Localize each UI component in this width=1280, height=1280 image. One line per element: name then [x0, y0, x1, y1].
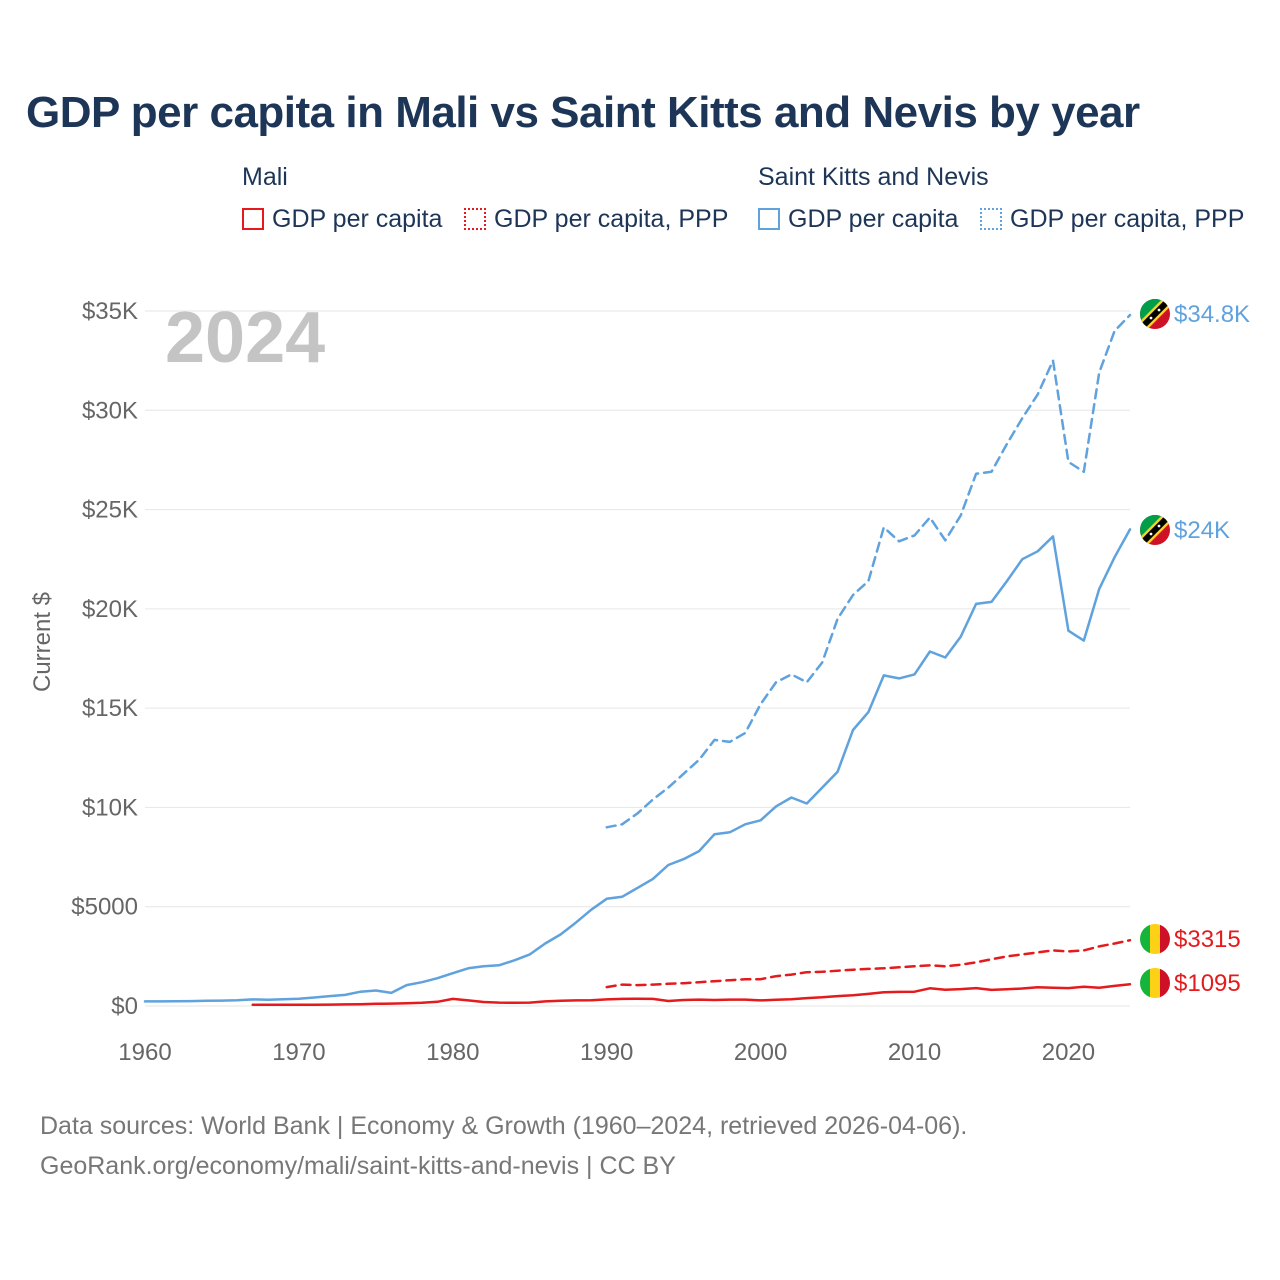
x-tick-label: 1980 [426, 1039, 479, 1066]
y-tick-label: $5000 [71, 894, 138, 921]
mali-flag-icon [1140, 968, 1170, 998]
y-tick-label: $10K [82, 794, 138, 821]
x-tick-label: 2000 [734, 1039, 787, 1066]
series-line-skn-gdp [143, 528, 1132, 1003]
end-label-skn-ppp: $34.8K [1174, 301, 1250, 328]
x-tick-label: 1990 [580, 1039, 633, 1066]
legend-swatch-skn-ppp [980, 208, 1002, 230]
legend-swatch-mali-ppp [464, 208, 486, 230]
x-axis: 1960 1970 1980 1990 2000 2010 2020 [118, 1039, 1095, 1066]
legend-item-mali-gdp[interactable]: GDP per capita [242, 204, 442, 234]
y-axis: $0 $5000 $10K $15K $20K $25K $30K $35K [71, 298, 138, 1020]
legend-item-mali-ppp[interactable]: GDP per capita, PPP [464, 204, 728, 234]
legend-item-skn-ppp[interactable]: GDP per capita, PPP [980, 204, 1244, 234]
legend-label-mali-ppp: GDP per capita, PPP [494, 204, 729, 233]
x-tick-label: 1970 [272, 1039, 325, 1066]
x-tick-label: 2020 [1042, 1039, 1095, 1066]
legend-label-mali-gdp: GDP per capita [272, 204, 443, 233]
legend-group-skn: Saint Kitts and Nevis [758, 163, 989, 191]
skn-flag-icon [1140, 299, 1170, 329]
y-tick-label: $35K [82, 298, 138, 325]
y-tick-label: $0 [111, 993, 138, 1020]
series-line-mali-gdp [251, 983, 1132, 1007]
x-tick-label: 2010 [888, 1039, 941, 1066]
gridlines [145, 310, 1130, 1007]
skn-flag-icon [1140, 515, 1170, 545]
legend-label-skn-ppp: GDP per capita, PPP [1010, 204, 1245, 233]
year-watermark: 2024 [165, 298, 325, 378]
mali-flag-icon [1140, 924, 1170, 954]
legend-swatch-skn-gdp [758, 208, 780, 230]
chart-title: GDP per capita in Mali vs Saint Kitts an… [26, 88, 1140, 137]
legend-swatch-mali-gdp [242, 208, 264, 230]
end-label-mali-gdp: $1095 [1174, 970, 1241, 997]
line-chart: $0 $5000 $10K $15K $20K $25K $30K $35K 1960 1970… [29, 298, 1250, 1066]
data-source-text: Data sources: World Bank | Economy & Gro… [40, 1112, 968, 1140]
y-tick-label: $20K [82, 596, 138, 623]
y-axis-title: Current $ [29, 592, 56, 692]
x-tick-label: 1960 [118, 1039, 171, 1066]
series-line-skn-ppp [605, 313, 1132, 829]
source-url-text: GeoRank.org/economy/mali/saint-kitts-and… [40, 1152, 676, 1180]
series-line-mali-ppp [605, 938, 1132, 989]
legend-item-skn-gdp[interactable]: GDP per capita [758, 204, 958, 234]
series-lines [143, 313, 1132, 1007]
y-tick-label: $25K [82, 497, 138, 524]
legend-label-skn-gdp: GDP per capita [788, 204, 959, 233]
y-tick-label: $15K [82, 695, 138, 722]
legend-group-mali: Mali [242, 163, 288, 191]
footer: Data sources: World Bank | Economy & Gro… [40, 1106, 967, 1186]
end-label-skn-gdp: $24K [1174, 517, 1230, 544]
end-label-mali-ppp: $3315 [1174, 926, 1241, 953]
y-tick-label: $30K [82, 397, 138, 424]
